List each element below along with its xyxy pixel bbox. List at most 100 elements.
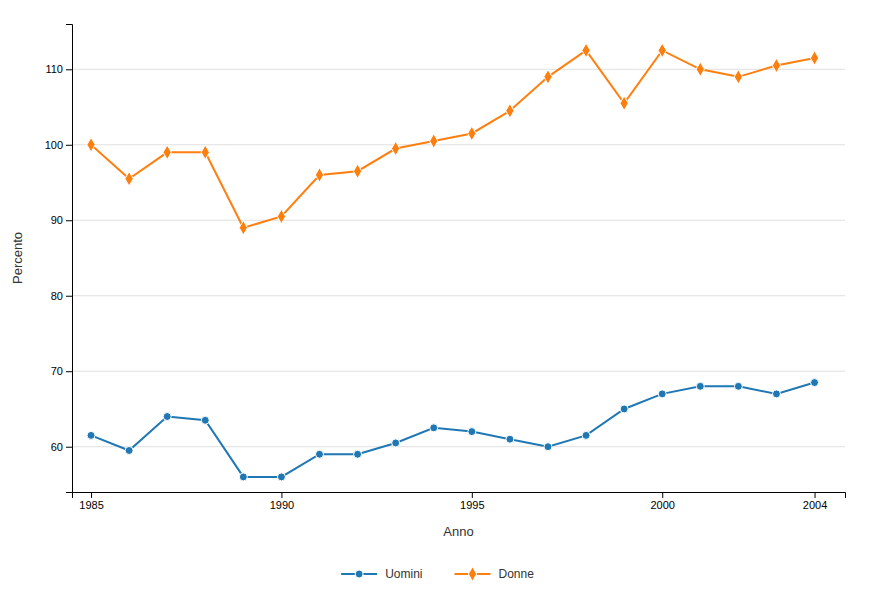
series-marker [315, 168, 323, 182]
legend-swatch-marker [468, 567, 476, 581]
series-marker [468, 428, 476, 436]
series-marker [163, 145, 171, 159]
series-marker [658, 390, 666, 398]
x-tick: 2004 [803, 492, 827, 511]
series-marker [277, 209, 285, 223]
legend: Uomini Donne [341, 567, 534, 581]
series-marker [316, 450, 324, 458]
series-marker [544, 443, 552, 451]
x-tick-mark [281, 492, 282, 498]
y-axis-line [66, 25, 73, 493]
series-marker [620, 96, 628, 110]
x-tick-mark [662, 492, 663, 498]
series-marker [772, 58, 780, 72]
legend-item: Uomini [341, 567, 422, 581]
y-tick: 110 [45, 63, 72, 75]
series-marker [696, 62, 704, 76]
grid-line-y [72, 371, 845, 372]
x-axis: 1985 1990 1995 2000 2004 [73, 492, 846, 511]
series-marker [125, 172, 133, 186]
series-line [91, 383, 814, 477]
x-tick: 1990 [270, 492, 294, 511]
y-tick: 80 [51, 290, 72, 302]
series-marker [772, 390, 780, 398]
series-marker [506, 104, 514, 118]
series-marker [201, 145, 209, 159]
series-marker [239, 221, 247, 235]
y-tick-label: 110 [45, 63, 63, 75]
y-tick: 70 [51, 365, 72, 377]
series-marker [506, 435, 514, 443]
chart-svg: 1985 1990 1995 2000 2004 60 70 80 90 100 110 Anno Pe… [0, 0, 875, 612]
series-marker [392, 141, 400, 155]
x-axis-line [73, 493, 846, 499]
y-tick-mark [66, 220, 72, 221]
series-marker [354, 450, 362, 458]
y-tick-label: 80 [51, 290, 63, 302]
grid-line-y [72, 69, 845, 70]
series-marker [163, 413, 171, 421]
series-marker [430, 424, 438, 432]
x-tick: 1985 [79, 492, 103, 511]
y-tick-label: 90 [51, 214, 63, 226]
series-marker [468, 126, 476, 140]
series-marker [544, 70, 552, 84]
chart-container: 1985 1990 1995 2000 2004 60 70 80 90 100 110 Anno Pe… [0, 0, 875, 612]
y-axis-title: Percento [10, 232, 25, 284]
series-marker [353, 164, 361, 178]
grid-line-y [72, 220, 845, 221]
legend-label: Uomini [385, 567, 422, 581]
y-tick-mark [66, 447, 72, 448]
plot: 1985 1990 1995 2000 2004 60 70 80 90 100 110 Anno Pe… [10, 25, 846, 540]
series-marker [810, 51, 818, 65]
y-tick: 100 [45, 139, 72, 151]
series-marker [696, 382, 704, 390]
x-tick-label: 1985 [79, 499, 103, 511]
legend-swatch-marker [355, 570, 363, 578]
series-marker [87, 138, 95, 152]
series-marker [734, 70, 742, 84]
x-tick-label: 2004 [803, 499, 827, 511]
series-marker [430, 134, 438, 148]
y-tick-mark [66, 145, 72, 146]
x-tick-label: 1995 [460, 499, 484, 511]
series-marker [277, 473, 285, 481]
grid-line-y [72, 446, 845, 447]
y-tick-label: 70 [51, 365, 63, 377]
x-tick-mark [472, 492, 473, 498]
y-tick: 90 [51, 214, 72, 226]
y-tick-mark [66, 371, 72, 372]
series-marker [201, 416, 209, 424]
legend-label: Donne [498, 567, 534, 581]
x-tick: 2000 [650, 492, 674, 511]
series-marker [125, 446, 133, 454]
y-tick-mark [66, 69, 72, 70]
x-tick: 1995 [460, 492, 484, 511]
series-marker [582, 43, 590, 57]
series [87, 43, 819, 235]
series-marker [87, 431, 95, 439]
series-marker [658, 43, 666, 57]
grid [72, 69, 845, 446]
y-tick-mark [66, 296, 72, 297]
y-tick-label: 60 [51, 441, 63, 453]
x-tick-mark [91, 492, 92, 498]
series-line [91, 50, 814, 227]
series [87, 379, 818, 481]
x-tick-label: 1990 [270, 499, 294, 511]
y-axis: 60 70 80 90 100 110 [45, 25, 73, 493]
series-marker [734, 382, 742, 390]
series-marker [239, 473, 247, 481]
x-axis-title: Anno [443, 524, 473, 539]
series-marker [811, 379, 819, 387]
series-marker [392, 439, 400, 447]
grid-line-y [72, 144, 845, 145]
x-tick-mark [815, 492, 816, 498]
x-tick-label: 2000 [650, 499, 674, 511]
series-marker [582, 431, 590, 439]
legend-item: Donne [454, 567, 534, 581]
series-area [87, 43, 819, 481]
series-marker [620, 405, 628, 413]
grid-line-y [72, 295, 845, 296]
y-tick-label: 100 [45, 139, 63, 151]
